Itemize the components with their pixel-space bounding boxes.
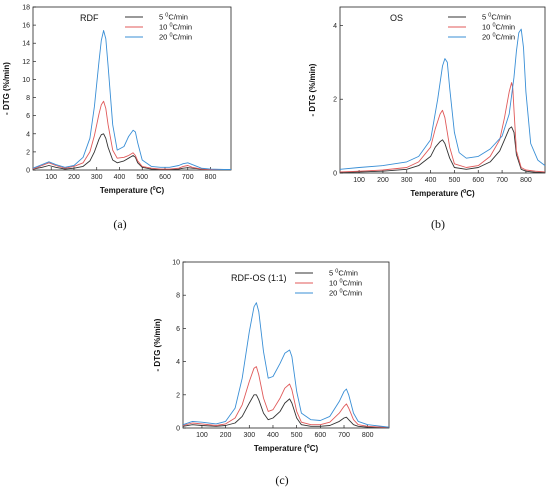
legend-label: 5 0C/min: [482, 13, 511, 22]
plot-frame: [339, 6, 546, 174]
series-line-2: [182, 366, 389, 428]
x-tick-label: 800: [362, 432, 374, 439]
x-tick-label: 400: [114, 174, 126, 181]
y-tick-label: 12: [22, 59, 30, 66]
x-axis-label: Temperature (0C): [410, 189, 475, 198]
x-tick-label: 800: [520, 177, 532, 184]
chart-title: RDF: [80, 13, 99, 23]
x-tick-label: 300: [91, 174, 103, 181]
series-line-1: [32, 133, 231, 170]
x-tick-label: 500: [136, 174, 148, 181]
figure-caption: (b): [431, 217, 445, 231]
y-axis-label: - DTG (%/min): [308, 63, 317, 116]
series-line-2: [32, 100, 231, 170]
chart-panel-2: 100 200 300 400 500 600 700 800 0 2 4 Temperature (…: [308, 6, 546, 198]
y-tick-label: 2: [333, 97, 337, 104]
legend-label: 10 0C/min: [482, 23, 515, 32]
x-tick-label: 200: [220, 432, 232, 439]
y-tick-label: 18: [22, 5, 30, 12]
legend-label: 10 0C/min: [159, 23, 192, 32]
x-tick-label: 600: [159, 174, 171, 181]
plot-frame: [182, 261, 390, 429]
x-tick-label: 300: [243, 432, 255, 439]
series-line-1: [182, 394, 389, 428]
x-tick-label: 200: [68, 174, 80, 181]
x-tick-label: 600: [314, 432, 326, 439]
y-tick-label: 0: [176, 426, 180, 433]
y-tick-label: 0: [26, 168, 30, 175]
y-tick-label: 10: [172, 260, 180, 267]
figure-caption: (a): [113, 217, 126, 231]
y-tick-label: 4: [26, 131, 30, 138]
chart-panel-1: 100 200 300 400 500 600 700 800 0 2 4 6 8 10 12 14 16 18 T…: [2, 5, 232, 195]
x-axis-label: Temperature (0C): [100, 186, 165, 195]
plot-frame: [32, 6, 232, 171]
x-tick-label: 100: [353, 177, 365, 184]
x-tick-label: 700: [496, 177, 508, 184]
x-tick-label: 500: [449, 177, 461, 184]
series-line-1: [339, 126, 545, 173]
x-tick-label: 600: [472, 177, 484, 184]
x-tick-label: 800: [205, 174, 217, 181]
legend-label: 10 0C/min: [329, 279, 362, 288]
y-tick-label: 16: [22, 23, 30, 30]
x-tick-label: 400: [267, 432, 279, 439]
series-line-2: [339, 82, 546, 173]
x-tick-label: 100: [196, 432, 208, 439]
x-axis-label: Temperature (0C): [254, 444, 319, 453]
x-tick-label: 700: [338, 432, 350, 439]
series-line-3: [339, 28, 546, 170]
y-tick-label: 14: [22, 41, 30, 48]
y-tick-label: 8: [26, 95, 30, 102]
x-tick-label: 100: [45, 174, 57, 181]
x-tick-label: 700: [182, 174, 194, 181]
legend-label: 20 0C/min: [329, 289, 362, 298]
y-axis-label: - DTG (%/min): [153, 318, 162, 371]
y-tick-label: 6: [26, 113, 30, 120]
legend-label: 20 0C/min: [482, 33, 515, 42]
legend-label: 5 0C/min: [159, 13, 188, 22]
chart-title: RDF-OS (1:1): [231, 273, 287, 283]
chart-title: OS: [390, 13, 403, 23]
y-tick-label: 10: [22, 77, 30, 84]
x-tick-label: 500: [291, 432, 303, 439]
y-tick-label: 0: [333, 171, 337, 178]
x-tick-label: 200: [377, 177, 389, 184]
chart-panel-3: 100 200 300 400 500 600 700 800 0 2 4 6 8 10 Temperatu…: [153, 260, 390, 453]
x-tick-label: 300: [401, 177, 413, 184]
y-tick-label: 4: [333, 23, 337, 30]
y-axis-label: - DTG (%/min): [2, 62, 11, 115]
legend-label: 20 0C/min: [159, 33, 192, 42]
figure-caption: (c): [275, 473, 288, 487]
y-tick-label: 2: [26, 149, 30, 156]
y-tick-label: 6: [176, 326, 180, 333]
series-line-3: [182, 302, 390, 428]
x-tick-label: 400: [425, 177, 437, 184]
legend-label: 5 0C/min: [329, 269, 358, 278]
y-tick-label: 4: [176, 359, 180, 366]
series-line-3: [32, 30, 231, 170]
y-tick-label: 2: [176, 392, 180, 399]
y-tick-label: 8: [176, 293, 180, 300]
